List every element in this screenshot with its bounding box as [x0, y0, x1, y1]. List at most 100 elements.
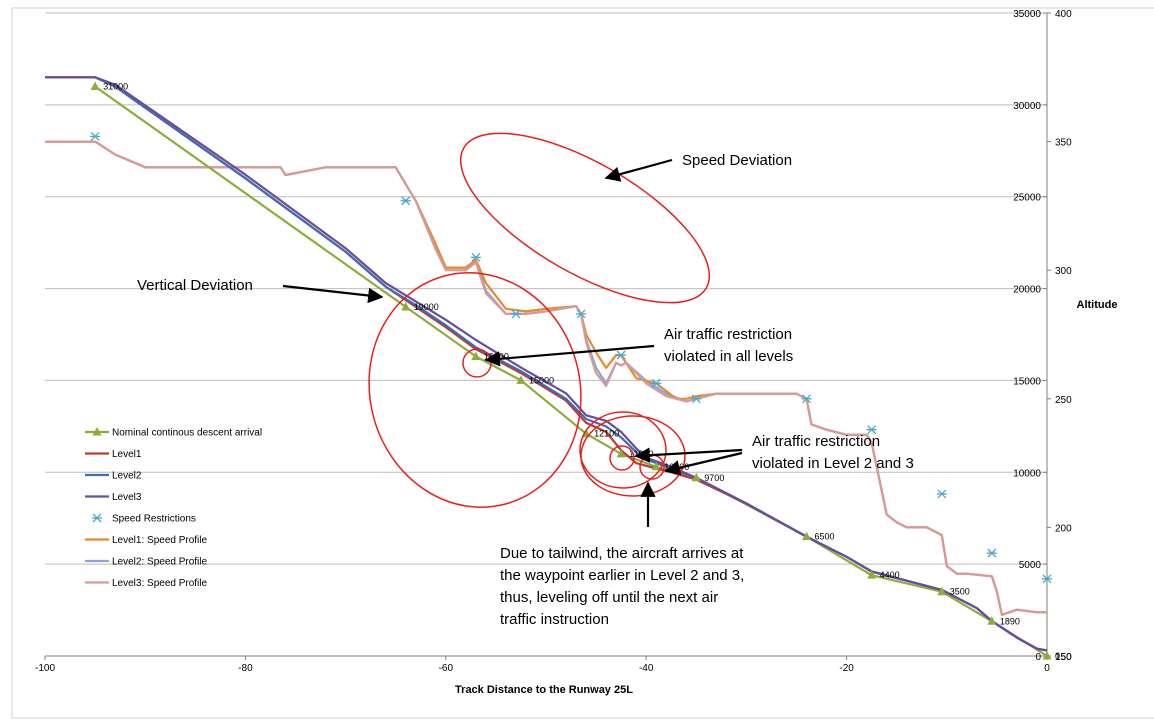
speed-restriction-marker [986, 548, 997, 558]
triangle-marker [616, 448, 626, 458]
legend-entry: Level2: Speed Profile [85, 557, 208, 568]
highlight-ellipse [368, 272, 582, 508]
annotation-tailwind: thus, leveling off until the next air [500, 589, 718, 606]
legend-entry: Level1: Speed Profile [85, 535, 208, 546]
speed-tick-label: 300 [1055, 266, 1072, 277]
annotation-restriction-all: Air traffic restriction [664, 326, 792, 343]
triangle-marker [471, 351, 481, 361]
speed-restriction-marker [90, 131, 101, 141]
annotation-restriction-all: violated in all levels [664, 348, 793, 365]
legend-entry: Level1 [85, 449, 142, 460]
x-tick-label: 0 [1044, 663, 1050, 674]
altitude-tick-label: 25000 [1013, 193, 1041, 204]
speed-restriction-marker [470, 252, 481, 262]
highlight-ellipses [368, 132, 711, 508]
legend-label: Level1 [112, 449, 142, 460]
triangle-marker [937, 586, 947, 596]
annotation-arrow [634, 447, 743, 463]
legend-entry: Nominal continous descent arrival [85, 427, 262, 439]
waypoint-label: 0 [1055, 651, 1060, 661]
triangle-marker [691, 472, 701, 482]
legend-entry: Level2 [85, 471, 142, 482]
annotation-arrow [664, 451, 743, 476]
x-axis-title: Track Distance to the Runway 25L [455, 684, 633, 696]
altitude-tick-label: 30000 [1013, 101, 1041, 112]
annotation-restriction-l23: Air traffic restriction [752, 433, 880, 450]
highlight-ellipse [579, 411, 667, 489]
altitude-tick-label: 15000 [1013, 376, 1041, 387]
speed-restriction-marker [936, 489, 947, 499]
legend-label: Speed Restrictions [112, 514, 196, 525]
annotation-tailwind: Due to tailwind, the aircraft arrives at [500, 545, 744, 562]
legend: Nominal continous descent arrival Level1 L… [85, 427, 262, 589]
waypoint-label: 12100 [594, 429, 619, 439]
speed-restriction-marker [616, 350, 627, 360]
legend-entry: Level3: Speed Profile [85, 578, 208, 589]
altitude-tick-label: 5000 [1019, 560, 1042, 571]
speed-restriction-marker [576, 309, 587, 319]
legend-entry: Speed Restrictions [92, 514, 196, 525]
speed-tick-label: 200 [1055, 523, 1072, 534]
chart-border [11, 7, 1154, 719]
triangle-marker [651, 461, 661, 471]
altitude-tick-label: 35000 [1013, 9, 1041, 20]
speed-restriction-marker [400, 196, 411, 206]
waypoint-label: 3500 [950, 587, 970, 597]
waypoint-label: 1890 [1000, 616, 1020, 626]
annotation-arrow [282, 284, 384, 304]
legend-label: Level3: Speed Profile [112, 578, 208, 589]
speed-restriction-marker [1042, 574, 1052, 584]
legend-entry: Level3 [85, 492, 142, 503]
annotation-tailwind: the waypoint earlier in Level 2 and 3, [500, 567, 744, 584]
x-tick-label: -100 [35, 663, 55, 674]
x-tick-label: -20 [839, 663, 854, 674]
waypoint-label: 4400 [880, 570, 900, 580]
x-tick-label: -60 [439, 663, 454, 674]
axes [44, 12, 1051, 660]
speed-tick-label: 150 [1055, 652, 1072, 663]
annotation-restriction-l23: violated in Level 2 and 3 [752, 455, 914, 472]
legend-marker [92, 427, 102, 436]
x-tick-label: -40 [639, 663, 654, 674]
speed-tick-label: 350 [1055, 138, 1072, 149]
series-line-level3-speed-profile [45, 140, 1047, 616]
annotation-arrow [484, 344, 655, 367]
annotation-speed-deviation: Speed Deviation [682, 152, 792, 169]
altitude-axis-title: Altitude [1077, 299, 1118, 311]
legend-label: Level3 [112, 492, 142, 503]
waypoint-label: 15000 [529, 375, 554, 385]
speed-restriction-marker [651, 378, 662, 388]
waypoint-label: 31000 [103, 81, 128, 91]
speed-restriction-marker [691, 394, 702, 404]
annotation-arrow [604, 158, 673, 182]
legend-label: Level2: Speed Profile [112, 557, 208, 568]
annotation-arrows [282, 158, 743, 527]
triangle-marker [802, 531, 812, 541]
altitude-tick-labels: 0 5000 10000 15000 20000 25000 30000 35000 [1013, 9, 1041, 663]
speed-tick-label: 150 [1055, 652, 1072, 663]
waypoint-label: 19000 [414, 302, 439, 312]
altitude-tick-label: 20000 [1013, 285, 1041, 296]
waypoint-label: 9700 [704, 473, 724, 483]
waypoint-label: 6500 [815, 532, 835, 542]
legend-label: Nominal continous descent arrival [112, 428, 262, 439]
speed-restriction-marker [866, 425, 877, 435]
x-tick-labels: -100 -80 -60 -40 -20 0 [35, 663, 1050, 674]
highlight-ellipse [609, 445, 635, 471]
speed-restriction-marker [510, 309, 521, 319]
legend-label: Level1: Speed Profile [112, 535, 208, 546]
altitude-tick-label: 0 [1035, 652, 1041, 663]
triangle-marker [867, 570, 877, 579]
annotation-vertical-deviation: Vertical Deviation [137, 277, 253, 294]
speed-tick-label: 400 [1055, 9, 1072, 20]
x-tick-label: -80 [238, 663, 253, 674]
altitude-tick-label: 10000 [1013, 468, 1041, 479]
triangle-marker [516, 375, 526, 384]
highlight-ellipse [580, 415, 686, 497]
annotations: Speed Deviation Vertical Deviation Air tra… [137, 152, 914, 628]
triangle-marker [90, 81, 100, 90]
speed-tick-label: 250 [1055, 395, 1072, 406]
annotation-tailwind: traffic instruction [500, 611, 609, 628]
